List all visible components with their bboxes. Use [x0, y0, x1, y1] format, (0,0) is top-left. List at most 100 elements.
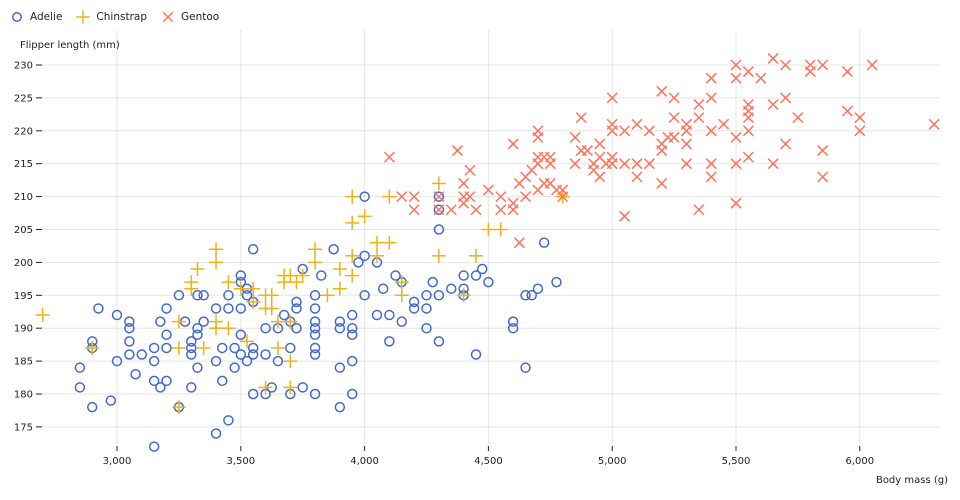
- gentoo-point-stroke: [705, 125, 717, 137]
- adelie-point: [291, 296, 302, 308]
- x-tick-label: 3,500: [226, 456, 255, 467]
- gentoo-point: [693, 112, 705, 124]
- y-tick-label: 175: [14, 422, 33, 433]
- adelie-point: [186, 342, 197, 354]
- gentoo-point-stroke: [594, 171, 606, 183]
- adelie-point: [408, 303, 420, 314]
- gentoo-point: [408, 191, 420, 203]
- gentoo-point-stroke: [464, 191, 476, 203]
- adelie-point: [309, 388, 321, 400]
- adelie-point: [241, 355, 253, 367]
- gentoo-point: [705, 72, 717, 84]
- adelie-point: [476, 263, 488, 275]
- gentoo-point: [619, 158, 631, 170]
- gentoo-point-stroke: [730, 59, 742, 71]
- adelie-point: [229, 342, 240, 354]
- gentoo-point-stroke: [606, 151, 618, 163]
- gentoo-point-stroke: [408, 191, 420, 203]
- adelie-point: [124, 316, 135, 327]
- gentoo-point-stroke: [817, 145, 829, 157]
- chinstrap-point: [190, 261, 205, 276]
- chinstrap-point: [493, 222, 508, 237]
- adelie-point: [446, 283, 457, 294]
- adelie-point: [161, 303, 172, 314]
- gentoo-point-stroke: [742, 66, 754, 78]
- gentoo-point-stroke: [718, 118, 730, 130]
- adelie-point: [309, 322, 321, 334]
- x-tick-label: 6,000: [845, 456, 874, 467]
- gentoo-point-stroke: [470, 204, 482, 216]
- legend-label: Gentoo: [180, 11, 220, 23]
- gentoo-point-stroke: [742, 112, 754, 124]
- adelie-point: [229, 362, 240, 373]
- gentoo-point-stroke: [532, 131, 544, 143]
- chinstrap-point: [239, 334, 254, 349]
- x-axis-label: Body mass (g): [876, 475, 948, 486]
- adelie-point: [433, 191, 445, 202]
- adelie-point: [155, 316, 166, 327]
- gentoo-point-stroke: [643, 125, 655, 137]
- gentoo-point: [594, 138, 606, 150]
- x-tick-label: 4,000: [350, 456, 379, 467]
- adelie-point: [148, 355, 160, 367]
- adelie-point: [309, 303, 321, 314]
- adelie-point: [216, 342, 228, 354]
- gentoo-point-stroke: [606, 125, 618, 137]
- gentoo-point-stroke: [817, 59, 829, 71]
- gentoo-point-stroke: [730, 197, 742, 209]
- gentoo-point-stroke: [631, 158, 643, 170]
- adelie-point: [192, 290, 203, 301]
- adelie-point: [309, 329, 321, 341]
- gentoo-point: [495, 191, 507, 203]
- y-tick-label: 210: [14, 192, 33, 203]
- gentoo-point-stroke: [464, 164, 476, 176]
- adelie-point: [316, 270, 327, 281]
- chinstrap-point: [196, 340, 211, 355]
- chinstrap-point: [308, 255, 323, 270]
- adelie-point: [260, 349, 271, 360]
- adelie-point: [551, 276, 562, 288]
- adelie-point: [186, 382, 197, 393]
- adelie-point: [198, 316, 209, 327]
- chinstrap-point: [456, 288, 471, 303]
- y-tick-label: 190: [14, 324, 33, 335]
- gentoo-point-stroke: [433, 191, 445, 203]
- gentoo-point-stroke: [588, 164, 600, 176]
- gentoo-point: [619, 210, 631, 222]
- adelie-point: [532, 283, 544, 294]
- adelie-point: [507, 322, 519, 334]
- chinstrap-point: [270, 314, 285, 329]
- gentoo-point: [742, 66, 754, 78]
- adelie-point: [247, 243, 259, 255]
- chinstrap-point: [289, 275, 304, 290]
- adelie-point: [328, 243, 339, 255]
- gentoo-point: [495, 204, 507, 216]
- adelie-point: [192, 362, 203, 373]
- gentoo-point-stroke: [779, 138, 792, 150]
- chinstrap-point: [171, 400, 186, 415]
- gentoo-point: [631, 158, 643, 170]
- adelie-point: [235, 329, 247, 341]
- gentoo-point: [643, 158, 655, 170]
- legend-label: Chinstrap: [96, 11, 147, 23]
- gentoo-point: [854, 112, 866, 124]
- adelie-point: [334, 362, 346, 373]
- gentoo-point: [631, 118, 643, 130]
- gentoo-point: [445, 204, 457, 216]
- x-tick-label: 4,500: [474, 456, 503, 467]
- adelie-point: [538, 237, 550, 248]
- gentoo-point-stroke: [631, 118, 643, 130]
- gentoo-point: [507, 204, 519, 216]
- chinstrap-point: [209, 321, 224, 336]
- gentoo-point-stroke: [804, 66, 816, 78]
- chinstrap-point: [283, 354, 298, 369]
- gentoo-point: [680, 138, 693, 150]
- y-tick-label: 225: [14, 93, 33, 104]
- adelie-point: [421, 303, 432, 314]
- gentoo-point-stroke: [755, 72, 767, 84]
- gentoo-point: [606, 151, 618, 163]
- gentoo-point-stroke: [730, 131, 742, 143]
- adelie-point: [309, 349, 321, 360]
- gentoo-point: [513, 237, 525, 249]
- adelie-point: [421, 322, 432, 334]
